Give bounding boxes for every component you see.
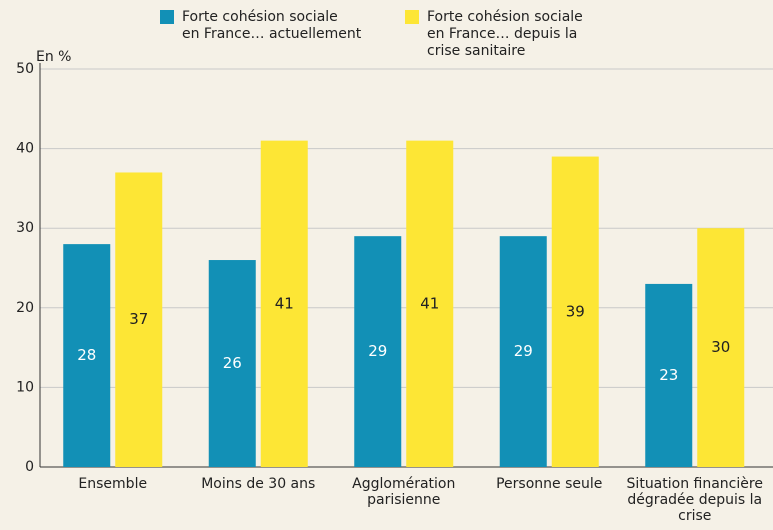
y-tick-label: 40 — [16, 141, 34, 157]
bar — [260, 140, 308, 467]
x-tick-label: Personne seule — [496, 476, 602, 492]
data-label: 29 — [514, 342, 533, 360]
data-label: 39 — [566, 302, 585, 320]
x-tick-label: Agglomération parisienne — [352, 476, 455, 508]
data-label: 29 — [368, 342, 387, 360]
data-label: 30 — [711, 338, 730, 356]
data-label: 37 — [129, 310, 148, 328]
bar — [551, 156, 599, 467]
y-tick-label: 20 — [16, 300, 34, 316]
data-label: 41 — [420, 294, 439, 312]
y-tick-label: 30 — [16, 220, 34, 236]
data-label: 41 — [275, 294, 294, 312]
legend-swatch — [405, 10, 419, 24]
bar — [354, 236, 402, 467]
bar — [115, 172, 163, 468]
bar — [645, 283, 693, 467]
y-tick-label: 0 — [25, 459, 34, 475]
legend-label: Forte cohésion sociale en France… depuis … — [427, 9, 583, 59]
x-tick-label: Moins de 30 ans — [201, 476, 315, 492]
y-axis-label: En % — [36, 49, 71, 65]
bar — [697, 228, 745, 467]
data-label: 23 — [659, 366, 678, 384]
x-tick-label: Situation financière dégradée depuis la cr… — [627, 476, 763, 524]
bar — [208, 260, 256, 467]
legend-label: Forte cohésion sociale en France… actuell… — [182, 9, 362, 42]
bar — [63, 244, 111, 467]
bar — [499, 236, 547, 467]
bar — [406, 140, 454, 467]
y-tick-label: 50 — [16, 61, 34, 77]
data-label: 26 — [223, 354, 242, 372]
legend-swatch — [160, 10, 174, 24]
x-tick-label: Ensemble — [78, 476, 147, 492]
data-label: 28 — [77, 346, 96, 364]
y-tick-label: 10 — [16, 379, 34, 395]
